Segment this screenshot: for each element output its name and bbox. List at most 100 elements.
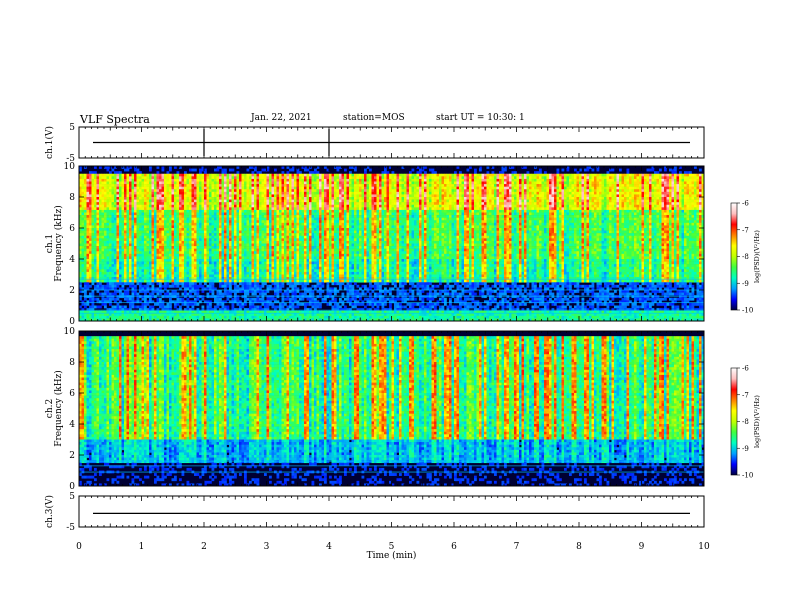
spectrogram-cell: [131, 202, 135, 206]
spectrogram-cell: [239, 202, 242, 206]
spectrogram-cell: [216, 290, 220, 293]
spectrogram-cell: [251, 264, 255, 268]
spectrogram-cell: [226, 204, 230, 208]
spectrogram-cell: [246, 292, 250, 296]
spectrogram-cell: [129, 215, 132, 218]
spectrogram-cell: [199, 235, 202, 239]
spectrogram-cell: [166, 253, 170, 257]
spectrogram-cell: [259, 199, 262, 203]
spectrogram-cell: [96, 178, 100, 182]
spectrogram-cell: [104, 259, 107, 262]
spectrogram-cell: [166, 256, 170, 260]
spectrogram-cell: [221, 274, 225, 278]
spectrogram-cell: [101, 253, 105, 257]
spectrogram-cell: [239, 220, 242, 224]
spectrogram-cell: [99, 178, 102, 182]
spectrogram-cell: [174, 184, 177, 187]
spectrogram-cell: [224, 238, 227, 242]
spectrogram-cell: [289, 302, 292, 306]
spectrogram-cell: [121, 209, 125, 213]
spectrogram-cell: [104, 251, 107, 255]
spectrogram-cell: [284, 230, 287, 234]
spectrogram-cell: [206, 215, 210, 218]
spectrogram-cell: [176, 209, 180, 213]
spectrogram-cell: [151, 251, 155, 255]
spectrogram-cell: [81, 230, 85, 234]
spectrogram-cell: [244, 220, 247, 224]
spectrogram-cell: [234, 287, 237, 291]
spectrogram-cell: [161, 264, 165, 268]
spectrogram-cell: [256, 240, 260, 244]
spectrogram-cell: [269, 207, 272, 211]
spectrogram-cell: [79, 166, 82, 169]
spectrogram-cell: [244, 173, 247, 177]
spectrogram-cell: [229, 313, 232, 317]
spectrogram-cell: [251, 251, 255, 255]
spectrogram-cell: [164, 305, 167, 309]
spectrogram-cell: [171, 259, 175, 262]
spectrogram-cell: [209, 302, 212, 306]
spectrogram-cell: [129, 297, 132, 301]
spectrogram-cell: [236, 243, 240, 247]
spectrogram-cell: [239, 300, 242, 304]
spectrogram-cell: [171, 261, 175, 265]
spectrogram-cell: [279, 256, 282, 260]
spectrogram-cell: [296, 220, 300, 224]
spectrogram-cell: [289, 310, 292, 314]
spectrogram-cell: [226, 215, 230, 218]
spectrogram-cell: [294, 253, 297, 257]
spectrogram-cell: [279, 204, 282, 208]
spectrogram-cell: [251, 220, 255, 224]
spectrogram-cell: [224, 207, 227, 211]
spectrogram-cell: [154, 228, 157, 231]
spectrogram-cell: [179, 176, 182, 180]
spectrogram-cell: [154, 246, 157, 249]
spectrogram-cell: [136, 181, 140, 185]
spectrogram-cell: [211, 186, 215, 190]
spectrogram-cell: [211, 207, 215, 211]
spectrogram-cell: [101, 197, 105, 200]
spectrogram-cell: [179, 240, 182, 244]
spectrogram-cell: [211, 233, 215, 237]
spectrogram-cell: [89, 246, 92, 249]
spectrogram-cell: [244, 256, 247, 260]
spectrogram-cell: [239, 313, 242, 317]
spectrogram-cell: [264, 318, 267, 322]
spectrogram-cell: [101, 243, 105, 247]
spectrogram-cell: [151, 186, 155, 190]
spectrogram-cell: [294, 207, 297, 211]
spectrogram-cell: [141, 290, 145, 293]
spectrogram-cell: [239, 256, 242, 260]
spectrogram-cell: [284, 197, 287, 200]
spectrogram-cell: [236, 271, 240, 275]
spectrogram-cell: [199, 282, 202, 286]
spectrogram-cell: [141, 181, 145, 185]
spectrogram-cell: [144, 222, 147, 226]
spectrogram-cell: [244, 184, 247, 187]
spectrogram-cell: [286, 173, 290, 177]
spectrogram-cell: [236, 228, 240, 231]
spectrogram-cell: [176, 220, 180, 224]
spectrogram-cell: [229, 235, 232, 239]
spectrogram-cell: [226, 199, 230, 203]
spectrogram-cell: [121, 217, 125, 221]
spectrogram-cell: [231, 186, 235, 190]
spectrogram-cell: [174, 238, 177, 242]
spectrogram-cell: [134, 173, 137, 177]
spectrogram-cell: [186, 313, 190, 317]
spectrogram-cell: [259, 264, 262, 268]
spectrogram-cell: [286, 318, 290, 322]
spectrogram-cell: [241, 173, 245, 177]
spectrogram-cell: [136, 176, 140, 180]
spectrogram-cell: [111, 251, 115, 255]
spectrogram-cell: [231, 264, 235, 268]
spectrogram-cell: [96, 313, 100, 317]
spectrogram-cell: [209, 266, 212, 270]
spectrogram-cell: [231, 253, 235, 257]
spectrogram-cell: [256, 181, 260, 185]
spectrogram-cell: [94, 313, 97, 317]
spectrogram-cell: [289, 243, 292, 247]
spectrogram-cell: [179, 243, 182, 247]
spectrogram-cell: [241, 215, 245, 218]
spectrogram-cell: [241, 253, 245, 257]
